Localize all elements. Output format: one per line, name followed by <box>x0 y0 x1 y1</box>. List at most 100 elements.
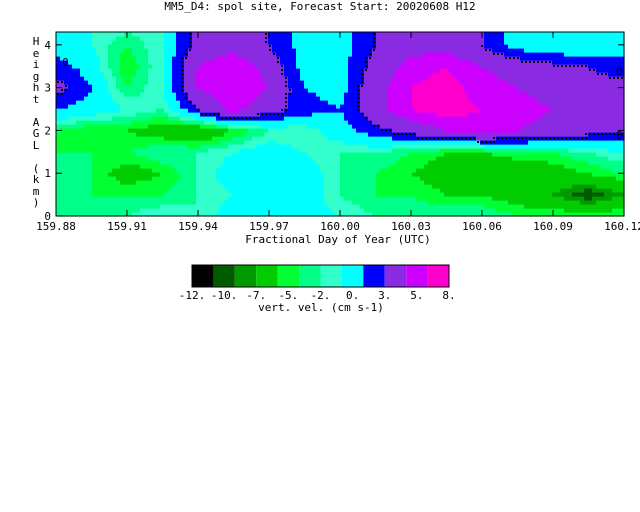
heatmap-cell <box>64 76 69 81</box>
heatmap-cell <box>348 148 353 153</box>
heatmap-cell <box>396 116 401 121</box>
heatmap-cell <box>316 120 321 125</box>
heatmap-cell <box>352 164 357 169</box>
heatmap-cell <box>124 92 129 97</box>
heatmap-cell <box>244 152 249 157</box>
heatmap-cell <box>204 160 209 165</box>
heatmap-cell <box>160 104 165 109</box>
heatmap-cell <box>448 140 453 145</box>
heatmap-cell <box>476 108 481 113</box>
heatmap-cell <box>292 192 297 197</box>
heatmap-cell <box>256 80 261 85</box>
heatmap-cell <box>204 108 209 113</box>
heatmap-cell <box>120 156 125 161</box>
heatmap-cell <box>88 144 93 149</box>
heatmap-cell <box>76 124 81 129</box>
heatmap-cell <box>204 68 209 73</box>
heatmap-cell <box>164 80 169 85</box>
heatmap-cell <box>480 48 485 53</box>
heatmap-cell <box>264 116 269 121</box>
heatmap-cell <box>456 204 461 209</box>
heatmap-cell <box>348 88 353 93</box>
heatmap-cell <box>340 152 345 157</box>
heatmap-cell <box>208 120 213 125</box>
heatmap-cell <box>120 52 125 57</box>
heatmap-cell <box>208 56 213 61</box>
heatmap-cell <box>280 148 285 153</box>
heatmap-cell <box>340 108 345 113</box>
heatmap-cell <box>100 128 105 133</box>
heatmap-cell <box>308 132 313 137</box>
heatmap-cell <box>364 112 369 117</box>
heatmap-cell <box>472 112 477 117</box>
heatmap-cell <box>68 108 73 113</box>
heatmap-cell <box>216 36 221 41</box>
heatmap-cell <box>324 148 329 153</box>
heatmap-cell <box>376 180 381 185</box>
heatmap-cell <box>432 204 437 209</box>
heatmap-cell <box>172 200 177 205</box>
heatmap-cell <box>132 88 137 93</box>
heatmap-cell <box>348 60 353 65</box>
heatmap-cell <box>460 36 465 41</box>
heatmap-cell <box>412 192 417 197</box>
heatmap-cell <box>128 136 133 141</box>
heatmap-cell <box>172 184 177 189</box>
heatmap-cell <box>488 188 493 193</box>
heatmap-cell <box>284 32 289 37</box>
heatmap-cell <box>72 120 77 125</box>
heatmap-cell <box>324 124 329 129</box>
heatmap-cell <box>344 120 349 125</box>
heatmap-cell <box>288 144 293 149</box>
heatmap-cell <box>64 140 69 145</box>
heatmap-cell <box>168 68 173 73</box>
heatmap-cell <box>192 80 197 85</box>
heatmap-cell <box>416 128 421 133</box>
heatmap-cell <box>104 192 109 197</box>
heatmap-cell <box>200 144 205 149</box>
heatmap-cell <box>328 148 333 153</box>
heatmap-cell <box>164 164 169 169</box>
heatmap-cell <box>456 52 461 57</box>
heatmap-cell <box>168 84 173 89</box>
heatmap-cell <box>228 112 233 117</box>
heatmap-cell <box>76 108 81 113</box>
heatmap-cell <box>324 36 329 41</box>
heatmap-cell <box>368 44 373 49</box>
heatmap-cell <box>56 148 61 153</box>
heatmap-cell <box>100 36 105 41</box>
heatmap-cell <box>108 156 113 161</box>
heatmap-cell <box>328 104 333 109</box>
heatmap-cell <box>432 100 437 105</box>
heatmap-cell <box>348 160 353 165</box>
heatmap-cell <box>292 108 297 113</box>
heatmap-cell <box>360 168 365 173</box>
heatmap-cell <box>312 156 317 161</box>
heatmap-cell <box>188 188 193 193</box>
heatmap-cell <box>112 68 117 73</box>
heatmap-cell <box>372 116 377 121</box>
heatmap-cell <box>436 44 441 49</box>
heatmap-cell <box>396 200 401 205</box>
heatmap-cell <box>340 96 345 101</box>
heatmap-cell <box>148 40 153 45</box>
heatmap-cell <box>484 40 489 45</box>
heatmap-cell <box>400 172 405 177</box>
heatmap-cell <box>84 92 89 97</box>
heatmap-cell <box>56 124 61 129</box>
heatmap-cell <box>192 144 197 149</box>
heatmap-cell <box>152 108 157 113</box>
heatmap-cell <box>96 56 101 61</box>
heatmap-cell <box>396 104 401 109</box>
heatmap-cell <box>80 200 85 205</box>
heatmap-cell <box>280 176 285 181</box>
heatmap-cell <box>80 36 85 41</box>
heatmap-cell <box>128 144 133 149</box>
heatmap-cell <box>360 172 365 177</box>
heatmap-cell <box>452 120 457 125</box>
heatmap-cell <box>148 96 153 101</box>
heatmap-cell <box>216 80 221 85</box>
heatmap-cell <box>216 188 221 193</box>
heatmap-cell <box>100 76 105 81</box>
heatmap-cell <box>372 72 377 77</box>
